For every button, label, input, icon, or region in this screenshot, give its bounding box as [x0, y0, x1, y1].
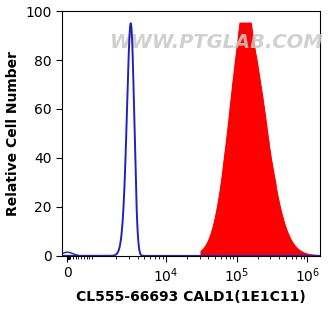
Polygon shape: [201, 23, 322, 256]
Text: WWW.PTGLAB.COM: WWW.PTGLAB.COM: [110, 33, 323, 52]
Y-axis label: Relative Cell Number: Relative Cell Number: [6, 51, 19, 216]
X-axis label: CL555-66693 CALD1(1E1C11): CL555-66693 CALD1(1E1C11): [76, 290, 306, 304]
